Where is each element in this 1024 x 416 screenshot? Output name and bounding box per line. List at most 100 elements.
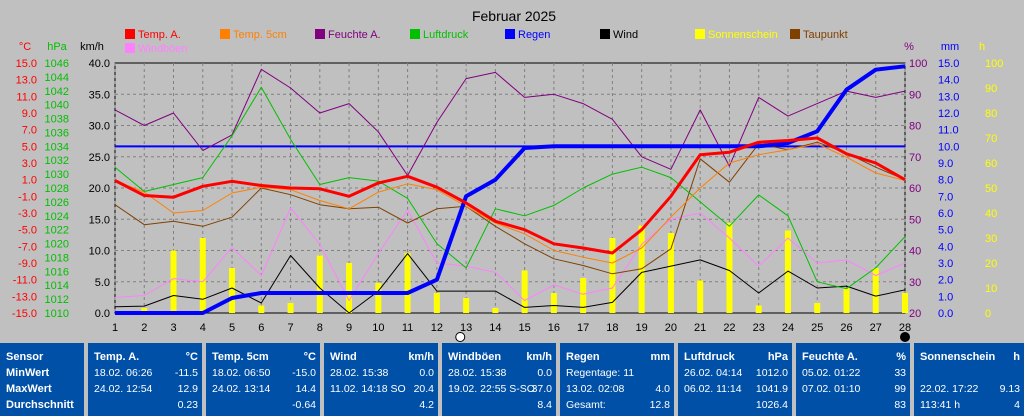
sunshine-bar [697,280,704,313]
stats-max-text: 22.02. 17:22 [920,383,979,395]
axis-tick-label: -3.0 [18,208,37,220]
x-axis: 1 2 3 4 5 6 7 8 9 10 11 12 13 14 15 16 17 18 19 20 21 22 23 24 2… [112,322,911,342]
axis-tick-label: 3.0 [938,258,953,270]
rain-axis: 15.0 14.0 13.0 12.0 11.0 10.0 9.0 8.0 7.0 6.0 5.0 4… [938,58,959,320]
legend-item-regen: Regen [505,29,550,41]
x-tick-label: 18 [606,322,618,334]
legend-item-luftdruck: Luftdruck [410,29,469,41]
legend-label: Wind [613,29,638,41]
stats-max-value: 20.4 [413,383,434,395]
stats-max-value: 14.4 [295,383,316,395]
stats-column-regen: Regen mm Regentage: 11 13.02. 02:08 4.0 Gesam… [560,343,674,416]
stats-column-temp-5cm: Temp. 5cm °C 18.02. 06:50 -15.0 24.02. 13:14… [206,343,320,416]
stats-max-luftdruck: 06.02. 11:14 1041.9 [684,383,788,397]
stats-max-text: 11.02. 14:18 SO [330,383,406,395]
legend-item-taupunkt: Taupunkt [790,29,848,41]
axis-tick-label: 4.0 [938,241,953,253]
axis-tick-label: 0.0 [95,308,110,320]
stats-min-regen: Regentage: 11 [566,367,670,381]
axis-tick-label: 1044 [45,72,69,84]
sunshine-bar [726,223,733,313]
stats-min-text: 05.02. 01:22 [802,367,861,379]
axis-tick-label: 7.0 [22,125,37,137]
axis-tick-label: 90 [909,89,921,101]
stats-header-luftdruck: Luftdruck hPa [684,351,788,365]
axis-tick-label: 5.0 [22,141,37,153]
axis-tick-label: 70 [985,133,997,145]
sunshine-bar [433,293,440,313]
x-tick-label: 24 [782,322,794,334]
stats-header-value: °C [185,351,198,363]
stats-max-regen: 13.02. 02:08 4.0 [566,383,670,397]
axis-tick-label: 1018 [45,252,69,264]
sensor-label: Sensor [6,351,44,363]
axis-tick-label: 80 [909,121,921,133]
axis-tick-label: 20 [985,258,997,270]
x-tick-label: 3 [170,322,176,334]
sunshine-bar [580,278,587,313]
stats-header-value: km/h [408,351,434,363]
axis-tick-label: -5.0 [18,225,37,237]
legend-swatch [790,29,800,39]
x-tick-label: 25 [811,322,823,334]
axis-tick-label: 40.0 [89,58,110,70]
axis-tick-label: 9.0 [22,108,37,120]
stats-max-value: 37.0 [531,383,552,395]
axis-tick-label: -11.0 [13,275,37,287]
axis-tick-label: -9.0 [18,258,37,270]
series-line-regen [115,64,906,315]
stats-column-sonnenschein: Sonnenschein h 22.02. 17:22 9.13 113:41 h 4 [914,343,1024,416]
legend-swatch [125,29,135,39]
axis-tick-label: 30 [985,233,997,245]
series-line-temp-5cm [114,143,906,264]
sunshine-bar [492,308,499,313]
temp-axis: 15.0 13.0 11.0 9.0 7.0 5.0 3.0 1.0 -1.0 -3.0 -5.0 -… [12,58,37,320]
stats-avg-temp-5cm: -0.64 [212,399,316,413]
temp-unit-label: °C [19,41,31,53]
stats-min-value: -15.0 [292,367,316,379]
legend-label: Luftdruck [423,29,469,41]
legend-swatch [505,29,515,39]
stats-avg-temp-a: 0.23 [94,399,198,413]
sunshine-bar [521,270,528,313]
axis-tick-label: 2.0 [938,275,953,287]
sunshine-bar [872,268,879,313]
humidity-unit-label: % [904,41,914,53]
legend-label: Sonnenschein [708,29,778,41]
axis-tick-label: 60 [985,158,997,170]
x-tick-label: 19 [636,322,648,334]
x-tick-label: 7 [287,322,293,334]
axis-tick-label: 40 [909,246,921,258]
x-tick-label: 21 [694,322,706,334]
x-tick-label: 14 [489,322,501,334]
stats-min-value: 1012.0 [755,367,788,379]
legend-swatch [600,29,610,39]
axis-tick-label: 1020 [45,239,69,251]
stats-avg-value: 0.23 [177,399,198,411]
sunshine-bar [609,238,616,313]
sunshine-bar [463,298,470,313]
durchschnitt-label: Durchschnitt [6,399,74,411]
stats-header-sonnenschein: Sonnenschein h [920,351,1020,365]
stats-header-value: km/h [526,351,552,363]
stats-header-temp-5cm: Temp. 5cm °C [212,351,316,365]
stats-max-sonnenschein: 22.02. 17:22 9.13 [920,383,1020,397]
stats-header-regen: Regen mm [566,351,670,365]
axis-tick-label: 1038 [45,114,69,126]
axis-tick-label: 30 [909,277,921,289]
stats-max-text: 06.02. 11:14 [684,383,742,395]
sunshine-bar [141,308,148,313]
x-tick-label: 20 [665,322,677,334]
axis-tick-label: 0 [985,308,991,320]
stats-avg-sonnenschein: 113:41 h 4 [920,399,1020,413]
stats-header-wind: Wind km/h [330,351,434,365]
axis-tick-label: 50 [909,214,921,226]
sunshine-bar [346,263,353,313]
x-tick-label: 1 [112,322,118,334]
sunshine-bar [258,305,265,313]
axis-tick-label: -7.0 [18,241,37,253]
stats-column-feuchte-a: Feuchte A.% 05.02. 01:22 33 07.02. 01:10 99 8… [796,343,910,416]
stats-max-wind: 11.02. 14:18 SO 20.4 [330,383,434,397]
